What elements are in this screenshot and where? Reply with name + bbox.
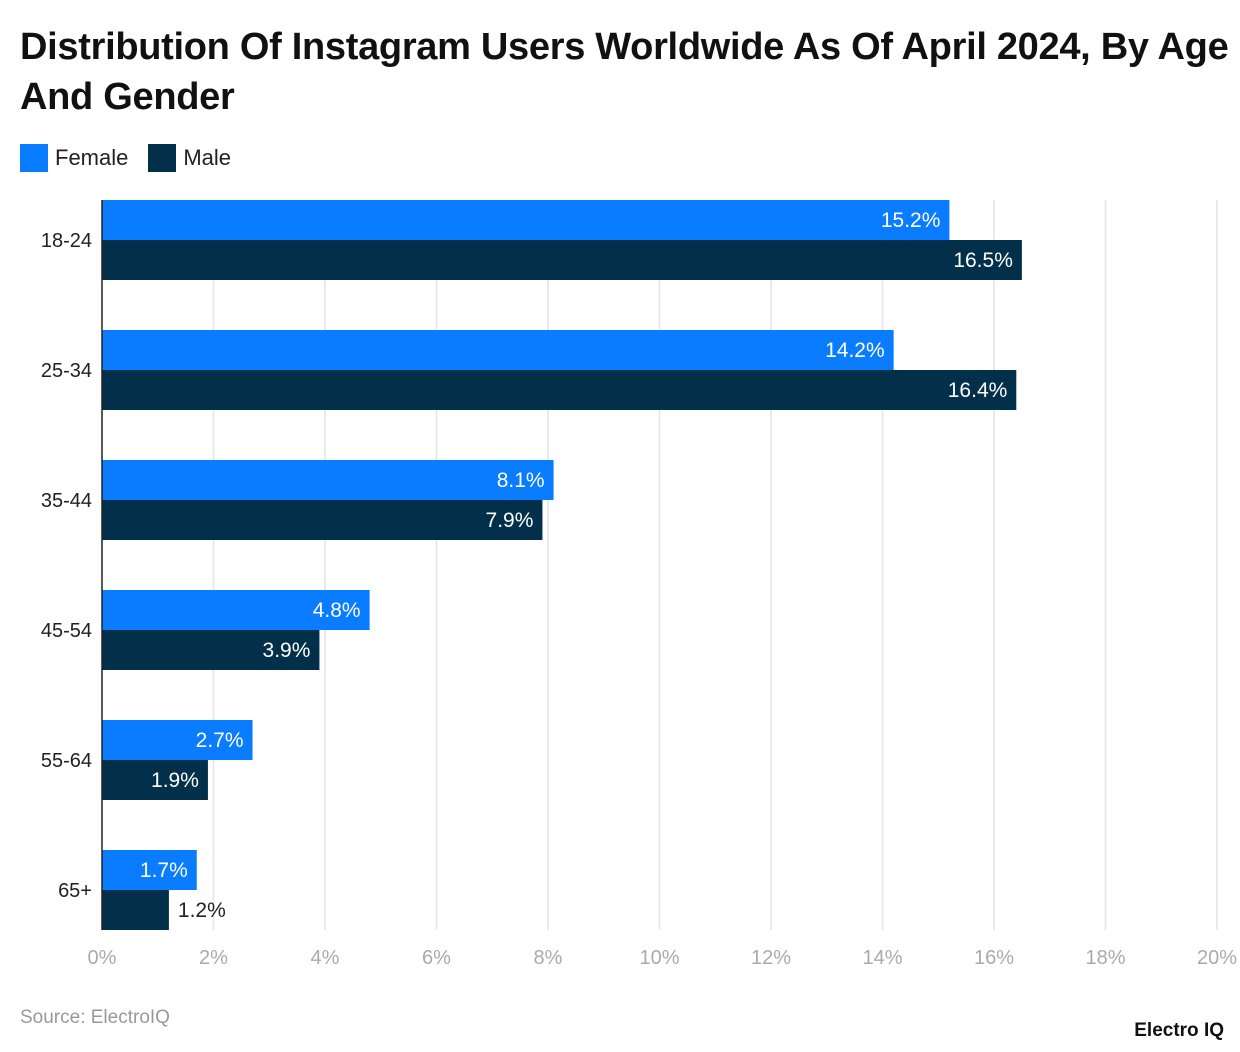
x-tick-label: 8% — [534, 947, 563, 969]
bar-male — [102, 240, 1022, 280]
bar-female — [102, 200, 950, 240]
y-tick-label: 25-34 — [41, 360, 92, 382]
bar-female — [102, 460, 554, 500]
legend: Female Male — [20, 144, 231, 172]
data-label: 4.8% — [313, 599, 361, 622]
data-label: 7.9% — [486, 509, 534, 532]
data-label: 1.9% — [151, 769, 199, 792]
x-tick-label: 0% — [88, 947, 117, 969]
legend-label-male: Male — [183, 145, 232, 170]
bar-male — [102, 890, 169, 930]
legend-item-female: Female — [20, 144, 128, 172]
x-tick-label: 12% — [751, 947, 791, 969]
bar-female — [102, 850, 197, 890]
source-note: Source: ElectroIQ — [20, 1007, 170, 1028]
x-tick-label: 10% — [639, 947, 679, 969]
data-label: 2.7% — [196, 729, 244, 752]
x-tick-label: 6% — [422, 947, 451, 969]
data-label: 1.7% — [140, 859, 188, 882]
electro-iq-logo: Electro IQ — [1134, 1020, 1224, 1041]
data-label: 16.5% — [953, 249, 1013, 272]
data-label: 15.2% — [881, 209, 941, 232]
data-label: 16.4% — [948, 379, 1008, 402]
y-tick-label: 18-24 — [41, 230, 92, 252]
bar-female — [102, 720, 253, 760]
x-tick-label: 16% — [974, 947, 1014, 969]
x-tick-label: 18% — [1085, 947, 1125, 969]
bar-male — [102, 760, 208, 800]
bar-male — [102, 370, 1017, 410]
data-label: 1.2% — [178, 899, 226, 922]
y-tick-label: 45-54 — [41, 620, 92, 642]
data-label: 8.1% — [497, 469, 545, 492]
data-label: 3.9% — [263, 639, 311, 662]
legend-swatch-male — [148, 144, 177, 172]
x-tick-label: 20% — [1197, 947, 1237, 969]
legend-swatch-female — [20, 144, 48, 172]
x-tick-label: 14% — [862, 947, 902, 969]
bar-female — [102, 590, 370, 630]
y-tick-label: 35-44 — [41, 490, 92, 512]
bar-male — [102, 630, 320, 670]
y-tick-label: 55-64 — [41, 750, 92, 772]
legend-item-male: Male — [148, 144, 231, 172]
y-tick-label: 65+ — [58, 880, 92, 902]
x-tick-label: 4% — [311, 947, 340, 969]
legend-label-female: Female — [55, 145, 129, 170]
data-label: 14.2% — [825, 339, 885, 362]
chart-title: Distribution Of Instagram Users Worldwid… — [20, 26, 1229, 118]
bar-female — [102, 330, 894, 370]
x-tick-label: 2% — [199, 947, 228, 969]
bar-male — [102, 500, 543, 540]
